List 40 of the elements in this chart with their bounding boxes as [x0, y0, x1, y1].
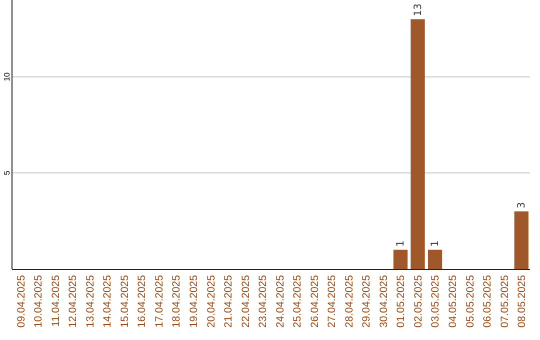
x-tick-label: 13.04.2025 — [84, 274, 96, 328]
x-tick-label: 01.05.2025 — [395, 274, 408, 328]
x-tick-label: 20.04.2025 — [205, 274, 218, 328]
x-tick-label: 22.04.2025 — [240, 274, 252, 328]
x-tick-label: 03.05.2025 — [430, 274, 442, 328]
x-tick-label: 02.05.2025 — [412, 274, 424, 328]
y-tick-label: 10 — [2, 72, 12, 82]
x-tick-label: 12.04.2025 — [67, 274, 80, 328]
x-tick-label: 29.04.2025 — [360, 274, 373, 328]
data-label: 1 — [430, 240, 442, 247]
x-tick-label: 30.04.2025 — [378, 274, 390, 328]
x-tick-label: 15.04.2025 — [118, 274, 131, 328]
data-label: 3 — [516, 202, 528, 208]
x-tick-label: 23.04.2025 — [257, 274, 270, 328]
bar — [393, 250, 408, 269]
x-tick-label: 07.05.2025 — [498, 274, 511, 328]
x-tick-label: 10.04.2025 — [32, 274, 45, 328]
x-tick-label: 17.04.2025 — [153, 274, 166, 328]
x-tick-label: 18.04.2025 — [170, 274, 183, 328]
y-tick-label: 5 — [2, 170, 12, 176]
x-tick-label: 19.04.2025 — [188, 274, 200, 328]
x-tick-label: 28.04.2025 — [343, 274, 356, 328]
data-label: 13 — [412, 3, 424, 16]
x-tick-label: 06.05.2025 — [482, 274, 494, 328]
bar — [514, 211, 528, 269]
x-tick-label: 09.04.2025 — [15, 274, 28, 328]
x-tick-label: 21.04.2025 — [222, 274, 235, 328]
x-tick-label: 24.04.2025 — [274, 274, 286, 328]
x-tick-label: 08.05.2025 — [516, 274, 528, 328]
data-label: 1 — [396, 240, 406, 247]
bar — [428, 250, 442, 269]
x-tick-label: 04.05.2025 — [446, 274, 459, 328]
x-tick-label: 16.04.2025 — [136, 274, 148, 328]
x-tick-label: 27.04.2025 — [326, 274, 338, 328]
bar — [410, 19, 425, 269]
x-tick-label: 14.04.2025 — [102, 274, 114, 328]
x-tick-label: 05.05.2025 — [464, 274, 476, 328]
x-tick-label: 25.04.2025 — [292, 274, 304, 328]
x-tick-label: 11.04.2025 — [50, 274, 62, 327]
x-tick-label: 26.04.2025 — [308, 274, 321, 328]
